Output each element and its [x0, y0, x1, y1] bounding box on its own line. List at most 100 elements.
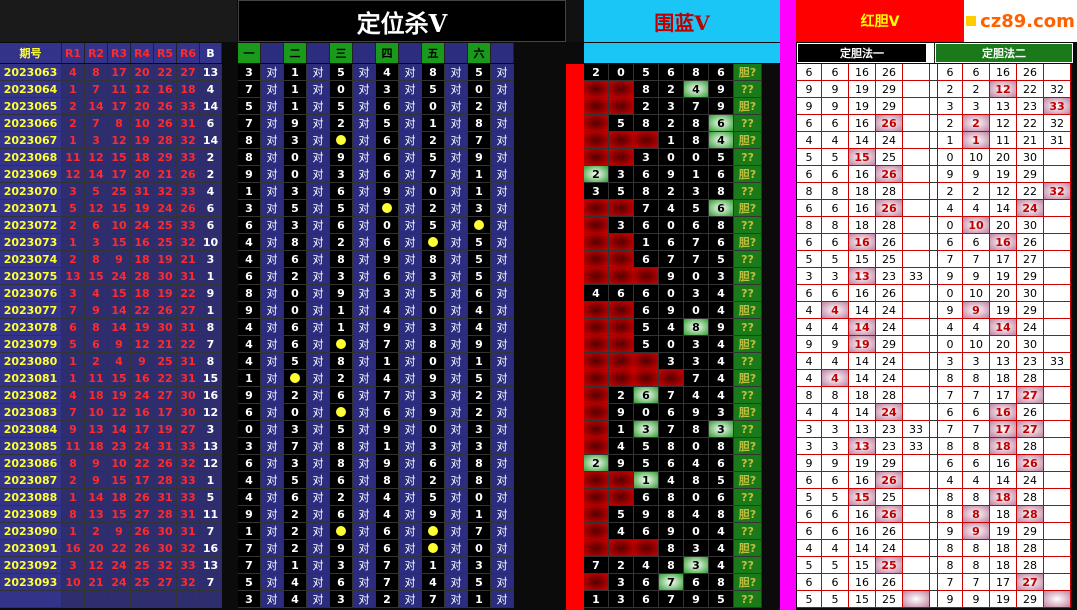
weilan-digit — [609, 540, 634, 557]
red-ball-cell: 15 — [108, 285, 131, 302]
table-row: 2023076 3 4 15 18 19 22 9 — [0, 285, 222, 302]
position-kill-digit: 3 — [284, 183, 307, 200]
position-kill-digit: 5 — [468, 234, 491, 251]
weilan-side-label: ?? — [734, 523, 762, 540]
period-cell: 2023074 — [0, 251, 62, 268]
dingdan2-cell — [1044, 302, 1071, 319]
pair-label: 对 — [353, 234, 376, 251]
weilan-digit: 8 — [684, 64, 709, 81]
position-kill-digit: 4 — [238, 251, 261, 268]
pair-label: 对 — [399, 81, 422, 98]
pair-label: 对 — [445, 336, 468, 353]
red-ball-cell: 25 — [108, 183, 131, 200]
weilan-side-label: 胆? — [734, 336, 762, 353]
dingdan2-cell: 7 — [938, 421, 963, 438]
dingdan2-cell: 6 — [963, 404, 990, 421]
table-row: 2023078 6 8 14 19 30 31 8 — [0, 319, 222, 336]
pair-label: 对 — [399, 557, 422, 574]
dingdan1-cell: 6 — [822, 285, 849, 302]
weilan-side-label: 胆? — [734, 438, 762, 455]
pair-label: 对 — [399, 540, 422, 557]
dingdan1-cell: 24 — [876, 540, 903, 557]
pair-label: 对 — [261, 506, 284, 523]
dingdan1-cell: 15 — [849, 251, 876, 268]
header-dingweisha: 定位杀V — [238, 0, 566, 42]
weilan-digit — [609, 336, 634, 353]
pair-label: 对 — [399, 251, 422, 268]
dingdan1-cell: 5 — [797, 489, 822, 506]
red-ball-cell: 26 — [154, 302, 177, 319]
pair-label: 对 — [261, 98, 284, 115]
subheader-weilan — [584, 43, 780, 63]
dingdan2-cell: 28 — [1017, 557, 1044, 574]
red-ball-cell: 14 — [108, 302, 131, 319]
weilan-digit — [584, 98, 609, 115]
weilan-digit: 7 — [634, 200, 659, 217]
red-ball-cell: 3 — [62, 183, 85, 200]
dingdan1-cell: 19 — [849, 336, 876, 353]
pair-label: 对 — [353, 183, 376, 200]
period-cell: 2023085 — [0, 438, 62, 455]
draw-results-table: 2023063 4 8 17 20 22 27 13 2023064 1 7 11 12 16 18 4 202… — [0, 64, 222, 608]
dingdan1-cell: 3 — [822, 421, 849, 438]
position-kill-digit: 2 — [284, 268, 307, 285]
pair-label: 对 — [491, 557, 514, 574]
weilan-digit: 2 — [659, 81, 684, 98]
dingdan2-cell: 9 — [963, 166, 990, 183]
subheader-numbers: 期号 R1 R2 R3 R4 R5 R6 B — [0, 43, 222, 63]
position-header — [445, 43, 468, 63]
dingdan2-cell: 17 — [990, 574, 1017, 591]
red-ball-cell: 15 — [108, 472, 131, 489]
dingdan1-cell: 28 — [876, 387, 903, 404]
pair-label: 对 — [307, 319, 330, 336]
position-kill-digit: 6 — [238, 404, 261, 421]
dingdan2-cell — [1044, 404, 1071, 421]
pair-label: 对 — [307, 438, 330, 455]
pair-label: 对 — [491, 387, 514, 404]
dingdan2-cell — [1044, 234, 1071, 251]
weilan-digit — [584, 234, 609, 251]
position-kill-digit — [330, 523, 353, 540]
weilan-digit: 4 — [709, 557, 734, 574]
pair-label: 对 — [261, 149, 284, 166]
weilan-digit: 6 — [684, 217, 709, 234]
weilan-digit — [634, 370, 659, 387]
pair-label: 对 — [307, 115, 330, 132]
pair-label: 对 — [307, 421, 330, 438]
position-kill-digit — [422, 234, 445, 251]
position-kill-digit: 0 — [376, 217, 399, 234]
pair-label: 对 — [491, 251, 514, 268]
position-kill-digit: 1 — [238, 183, 261, 200]
pair-label: 对 — [261, 370, 284, 387]
dingdan2-cell — [1044, 523, 1071, 540]
pair-label: 对 — [399, 64, 422, 81]
dingdan1-cell: 5 — [822, 557, 849, 574]
period-cell: 2023067 — [0, 132, 62, 149]
pair-label: 对 — [353, 370, 376, 387]
weilan-digit: 2 — [584, 64, 609, 81]
table-row: 3 3 4?? — [584, 353, 762, 370]
dingdan-spacer — [930, 387, 938, 404]
dingdan1-cell — [903, 574, 930, 591]
dingdan2-cell: 17 — [990, 421, 1017, 438]
dingdan2-cell — [1044, 455, 1071, 472]
table-row: 5 0 3 4 胆? — [584, 336, 762, 353]
weilan-digit: 8 — [709, 217, 734, 234]
table-row: 2023072 2 6 10 24 25 33 6 — [0, 217, 222, 234]
red-ball-cell: 26 — [177, 200, 200, 217]
site-logo[interactable]: cz89.com — [964, 0, 1077, 42]
pair-label: 对 — [399, 472, 422, 489]
pair-label: 对 — [399, 319, 422, 336]
blue-ball-cell: 3 — [200, 251, 222, 268]
table-row — [0, 591, 222, 608]
pair-label: 对 — [491, 523, 514, 540]
pair-label: 对 — [445, 591, 468, 608]
dingdan2-cell: 22 — [1017, 81, 1044, 98]
table-row: 2 0 5 6 8 6 胆? — [584, 64, 762, 81]
weilan-digit: 5 — [609, 506, 634, 523]
position-kill-digit: 1 — [422, 557, 445, 574]
period-cell: 2023063 — [0, 64, 62, 81]
dingdan1-cell: 6 — [822, 115, 849, 132]
